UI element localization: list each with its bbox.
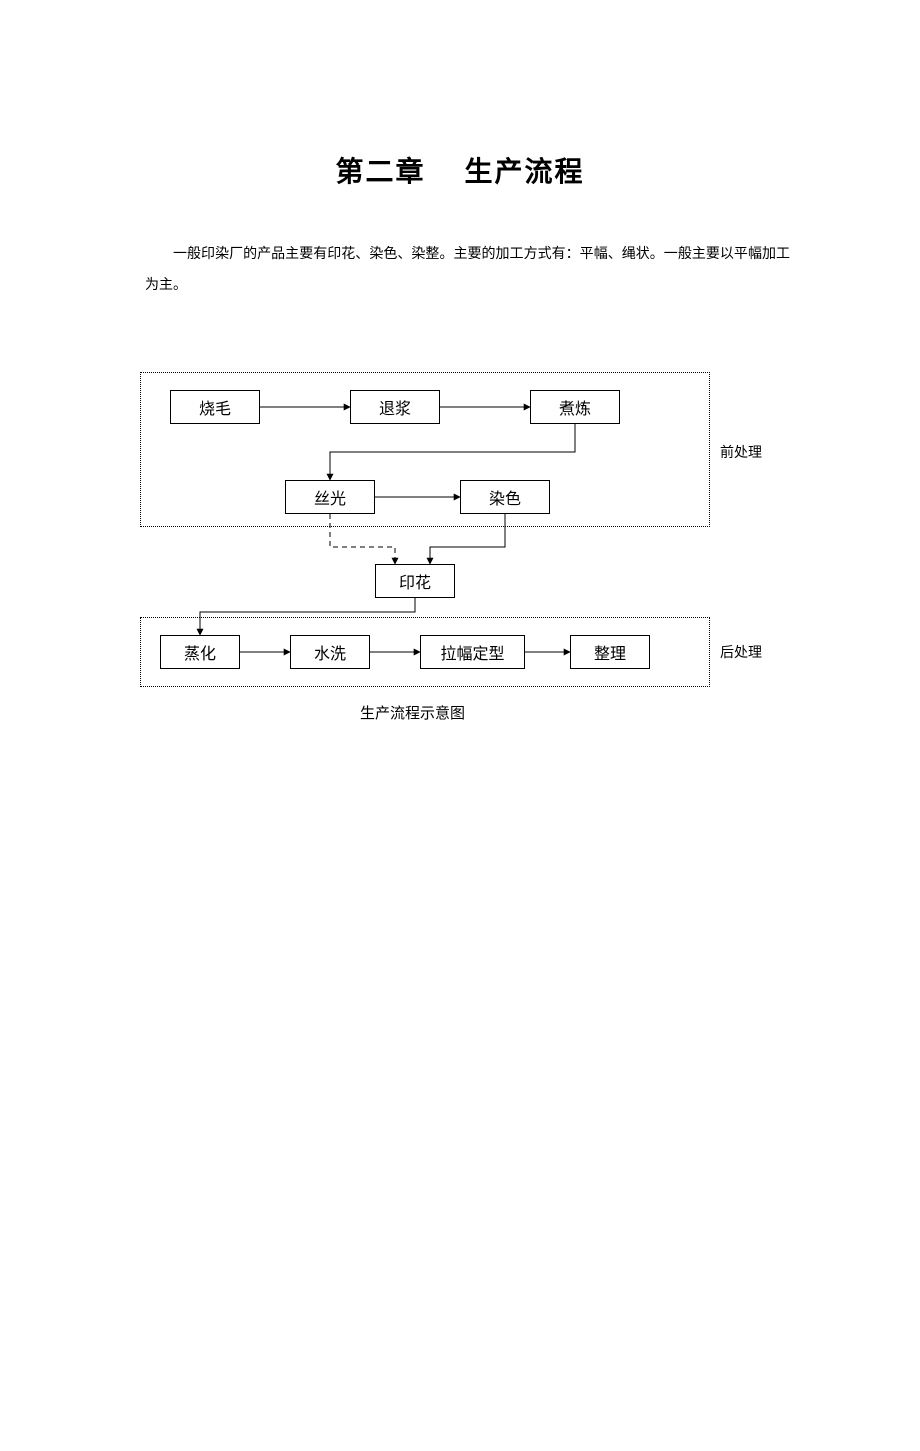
flow-node-n6: 印花 xyxy=(375,564,455,598)
flow-node-n8: 水洗 xyxy=(290,635,370,669)
flow-node-n1: 烧毛 xyxy=(170,390,260,424)
flow-node-n10: 整理 xyxy=(570,635,650,669)
flow-node-n4: 丝光 xyxy=(285,480,375,514)
flow-node-n3: 煮炼 xyxy=(530,390,620,424)
flow-node-n9: 拉幅定型 xyxy=(420,635,525,669)
production-flowchart: 前处理后处理 烧毛 退浆 煮炼丝光 染色印花蒸化 水洗 拉幅定型 整理生产流程示意图 xyxy=(140,372,780,752)
group-label-g2: 后处理 xyxy=(720,642,762,662)
flow-node-n5: 染色 xyxy=(460,480,550,514)
group-label-g1: 前处理 xyxy=(720,442,762,462)
intro-paragraph: 一般印染厂的产品主要有印花、染色、染整。主要的加工方式有：平幅、绳状。一般主要以… xyxy=(145,240,790,302)
flow-node-n7: 蒸化 xyxy=(160,635,240,669)
diagram-caption: 生产流程示意图 xyxy=(360,702,465,723)
flow-node-n2: 退浆 xyxy=(350,390,440,424)
chapter-title: 第二章 生产流程 xyxy=(0,150,920,190)
